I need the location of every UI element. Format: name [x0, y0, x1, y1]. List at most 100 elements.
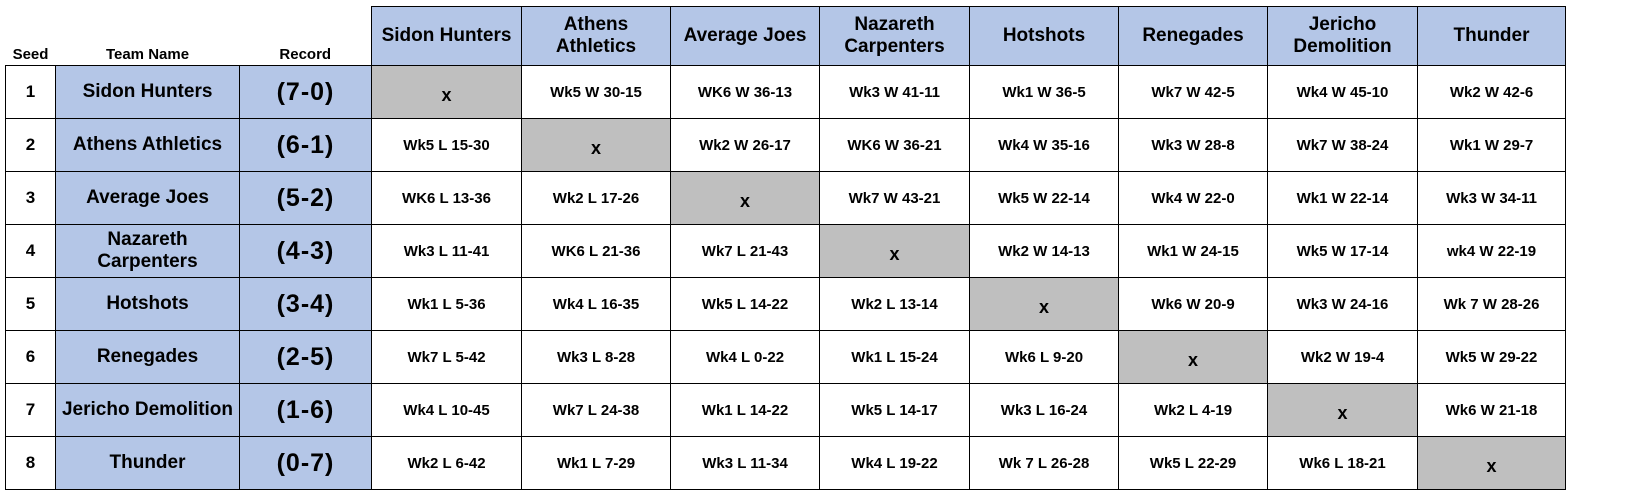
result-cell: wk4 W 22-19	[1417, 224, 1566, 278]
opponent-header: Nazareth Carpenters	[819, 6, 970, 66]
result-cell: Wk2 L 4-19	[1118, 383, 1268, 437]
result-cell: Wk1 L 14-22	[670, 383, 820, 437]
team-name-cell: Average Joes	[55, 171, 240, 225]
self-match-cell: x	[670, 171, 820, 225]
seed-cell: 5	[5, 277, 56, 331]
team-name-header: Team Name	[55, 6, 240, 66]
seed-cell: 3	[5, 171, 56, 225]
team-name-cell: Thunder	[55, 436, 240, 490]
result-cell: Wk6 W 21-18	[1417, 383, 1566, 437]
record-cell: (5-2)	[239, 171, 372, 225]
result-cell: Wk7 W 43-21	[819, 171, 970, 225]
team-name-cell: Hotshots	[55, 277, 240, 331]
result-cell: Wk5 W 30-15	[521, 65, 671, 119]
result-cell: Wk7 L 21-43	[670, 224, 820, 278]
result-cell: Wk3 L 8-28	[521, 330, 671, 384]
result-cell: Wk7 W 38-24	[1267, 118, 1418, 172]
result-cell: Wk3 L 16-24	[969, 383, 1119, 437]
seed-cell: 6	[5, 330, 56, 384]
result-cell: Wk1 W 22-14	[1267, 171, 1418, 225]
record-header: Record	[239, 6, 372, 66]
team-name-cell: Renegades	[55, 330, 240, 384]
result-cell: Wk 7 L 26-28	[969, 436, 1119, 490]
team-name-cell: Sidon Hunters	[55, 65, 240, 119]
result-cell: Wk1 W 36-5	[969, 65, 1119, 119]
team-name-cell: Jericho Demolition	[55, 383, 240, 437]
result-cell: Wk6 L 18-21	[1267, 436, 1418, 490]
result-cell: Wk1 L 15-24	[819, 330, 970, 384]
result-cell: Wk2 W 19-4	[1267, 330, 1418, 384]
result-cell: Wk3 W 28-8	[1118, 118, 1268, 172]
result-cell: Wk2 L 13-14	[819, 277, 970, 331]
result-cell: Wk5 L 14-22	[670, 277, 820, 331]
result-cell: Wk7 L 5-42	[371, 330, 522, 384]
result-cell: Wk5 L 15-30	[371, 118, 522, 172]
record-cell: (6-1)	[239, 118, 372, 172]
record-cell: (1-6)	[239, 383, 372, 437]
result-cell: Wk4 L 19-22	[819, 436, 970, 490]
seed-cell: 8	[5, 436, 56, 490]
table-row: 3 Average Joes (5-2) WK6 L 13-36 Wk2 L 1…	[5, 171, 1566, 225]
result-cell: Wk4 L 10-45	[371, 383, 522, 437]
record-cell: (7-0)	[239, 65, 372, 119]
table-row: 6 Renegades (2-5) Wk7 L 5-42 Wk3 L 8-28 …	[5, 330, 1566, 384]
result-cell: Wk3 L 11-34	[670, 436, 820, 490]
result-cell: WK6 W 36-21	[819, 118, 970, 172]
result-cell: Wk1 L 7-29	[521, 436, 671, 490]
result-cell: Wk4 L 16-35	[521, 277, 671, 331]
header-row: Seed Team Name Record Sidon Hunters Athe…	[5, 6, 1566, 66]
result-cell: Wk3 W 41-11	[819, 65, 970, 119]
seed-cell: 2	[5, 118, 56, 172]
self-match-cell: x	[969, 277, 1119, 331]
result-cell: Wk3 W 34-11	[1417, 171, 1566, 225]
self-match-cell: x	[819, 224, 970, 278]
opponent-header: Average Joes	[670, 6, 820, 66]
table-row: 8 Thunder (0-7) Wk2 L 6-42 Wk1 L 7-29 Wk…	[5, 436, 1566, 490]
result-cell: Wk 7 W 28-26	[1417, 277, 1566, 331]
result-cell: Wk3 W 24-16	[1267, 277, 1418, 331]
result-cell: WK6 W 36-13	[670, 65, 820, 119]
result-cell: WK6 L 21-36	[521, 224, 671, 278]
result-cell: Wk5 L 14-17	[819, 383, 970, 437]
record-cell: (2-5)	[239, 330, 372, 384]
opponent-header: Thunder	[1417, 6, 1566, 66]
result-cell: WK6 L 13-36	[371, 171, 522, 225]
record-cell: (0-7)	[239, 436, 372, 490]
result-cell: Wk2 W 26-17	[670, 118, 820, 172]
result-cell: Wk6 W 20-9	[1118, 277, 1268, 331]
result-cell: Wk2 L 17-26	[521, 171, 671, 225]
self-match-cell: x	[371, 65, 522, 119]
self-match-cell: x	[521, 118, 671, 172]
self-match-cell: x	[1417, 436, 1566, 490]
opponent-header: Hotshots	[969, 6, 1119, 66]
result-cell: Wk2 W 14-13	[969, 224, 1119, 278]
team-name-cell: Athens Athletics	[55, 118, 240, 172]
table-row: 2 Athens Athletics (6-1) Wk5 L 15-30 x W…	[5, 118, 1566, 172]
result-cell: Wk4 W 22-0	[1118, 171, 1268, 225]
opponent-header: Jericho Demolition	[1267, 6, 1418, 66]
result-cell: Wk4 L 0-22	[670, 330, 820, 384]
table-row: 5 Hotshots (3-4) Wk1 L 5-36 Wk4 L 16-35 …	[5, 277, 1566, 331]
result-cell: Wk2 W 42-6	[1417, 65, 1566, 119]
result-cell: Wk4 W 45-10	[1267, 65, 1418, 119]
result-cell: Wk7 W 42-5	[1118, 65, 1268, 119]
record-cell: (3-4)	[239, 277, 372, 331]
result-cell: Wk2 L 6-42	[371, 436, 522, 490]
seed-cell: 7	[5, 383, 56, 437]
self-match-cell: x	[1267, 383, 1418, 437]
result-cell: Wk7 L 24-38	[521, 383, 671, 437]
seed-header: Seed	[5, 6, 56, 66]
result-cell: Wk4 W 35-16	[969, 118, 1119, 172]
result-cell: Wk1 W 29-7	[1417, 118, 1566, 172]
result-cell: Wk5 W 29-22	[1417, 330, 1566, 384]
table-row: 1 Sidon Hunters (7-0) x Wk5 W 30-15 WK6 …	[5, 65, 1566, 119]
standings-table: Seed Team Name Record Sidon Hunters Athe…	[5, 6, 1566, 490]
opponent-header: Renegades	[1118, 6, 1268, 66]
result-cell: Wk5 W 17-14	[1267, 224, 1418, 278]
self-match-cell: x	[1118, 330, 1268, 384]
team-name-cell: Nazareth Carpenters	[55, 224, 240, 278]
opponent-header: Athens Athletics	[521, 6, 671, 66]
opponent-header: Sidon Hunters	[371, 6, 522, 66]
seed-cell: 4	[5, 224, 56, 278]
result-cell: Wk1 W 24-15	[1118, 224, 1268, 278]
